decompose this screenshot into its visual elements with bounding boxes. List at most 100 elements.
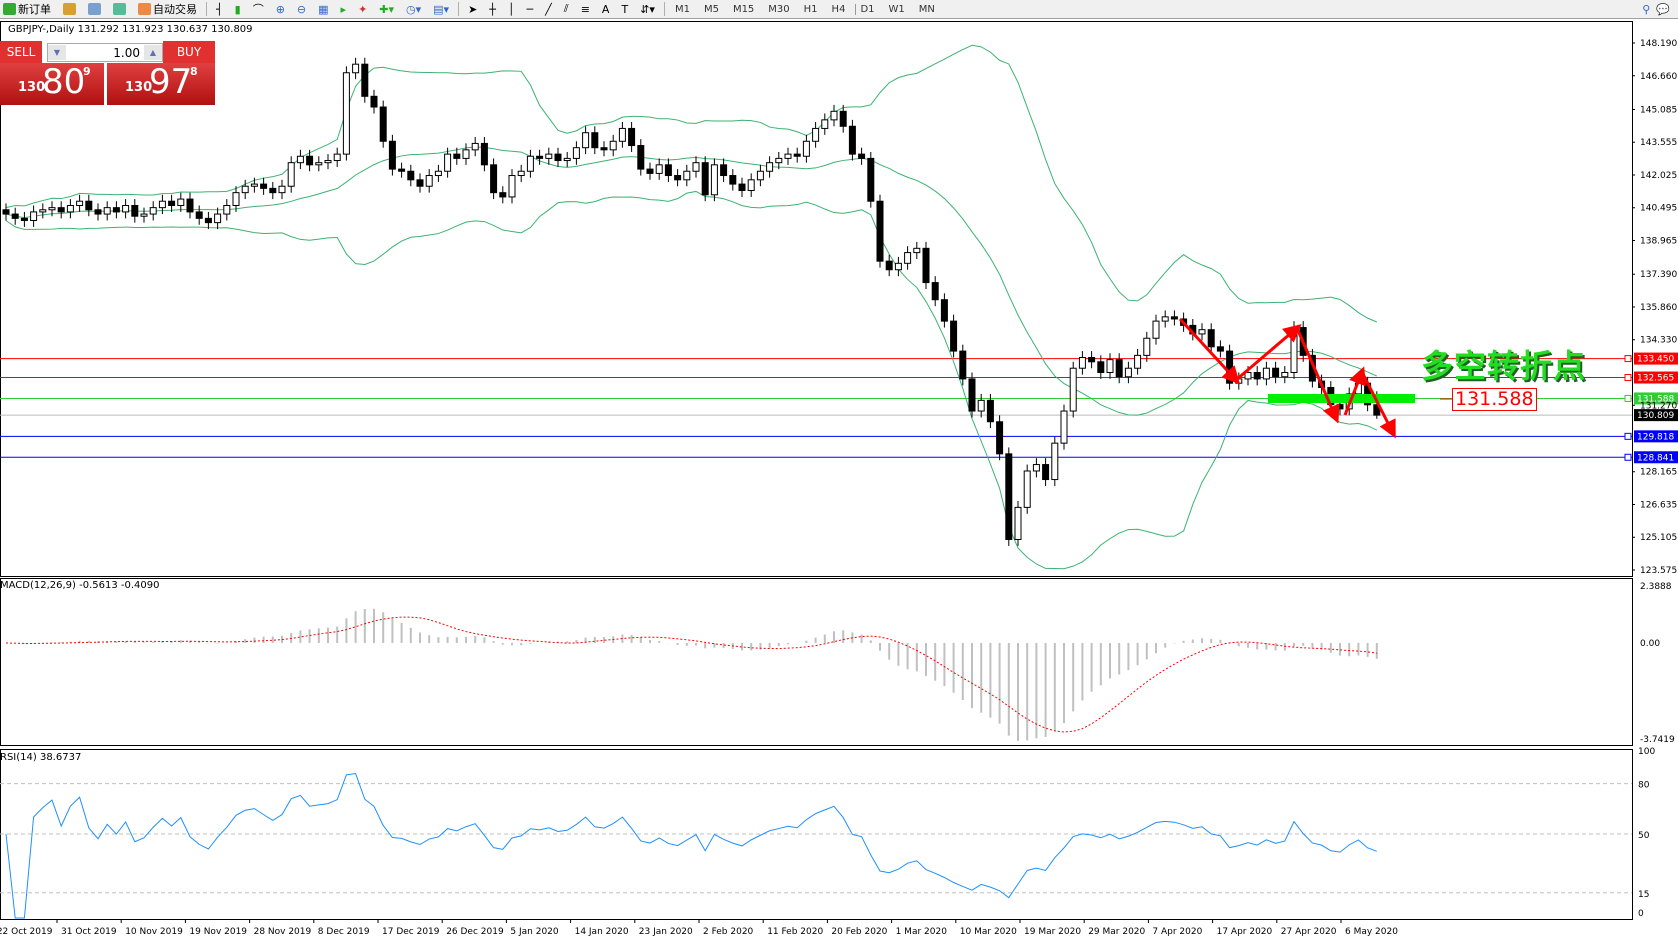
candle	[526, 149, 534, 178]
candle	[269, 181, 277, 200]
candle	[996, 415, 1004, 461]
lot-decrease-icon[interactable]: ▼	[48, 45, 66, 60]
timeframe-mn[interactable]: MN	[918, 3, 935, 15]
date-tick-label: 19 Nov 2019	[189, 927, 247, 937]
candle	[315, 156, 323, 172]
templates-button[interactable]: ▤▾	[430, 1, 452, 17]
candle	[499, 186, 507, 204]
panel-frame-0	[0, 21, 1633, 577]
search-icon[interactable]: ⚲	[1642, 2, 1651, 16]
autoscroll-button[interactable]: ▸	[338, 1, 350, 17]
autoscroll-icon: ▸	[340, 2, 347, 16]
candle	[1134, 348, 1142, 375]
trendline-button[interactable]: ╱	[542, 1, 555, 17]
candle	[352, 57, 360, 80]
vertical-line-icon: │	[507, 2, 515, 16]
buy-button[interactable]: BUY	[163, 41, 215, 63]
candle-body	[664, 164, 672, 177]
level-price-label: 128.841	[1637, 453, 1674, 463]
candle	[692, 156, 700, 178]
channel-button[interactable]: ⫽	[561, 1, 572, 17]
candle	[379, 100, 387, 148]
line-chart-button[interactable]: ⌒	[250, 1, 267, 17]
candle	[1042, 458, 1050, 486]
level-price-tag	[1634, 451, 1678, 464]
candle	[830, 104, 838, 127]
candle-body	[793, 153, 801, 157]
candle-body	[168, 200, 176, 207]
candle	[738, 177, 746, 197]
cursor-icon: ➤	[468, 2, 478, 16]
candle-body	[986, 399, 994, 423]
zoom-out-button[interactable]: ⊖	[294, 1, 309, 17]
candle-body	[1134, 354, 1142, 369]
candle-body	[11, 213, 19, 219]
lot-size-input[interactable]: 1.00	[113, 45, 140, 60]
candle	[710, 158, 718, 202]
candle	[1051, 436, 1059, 486]
timeframe-m15[interactable]: M15	[732, 3, 755, 15]
timeframe-w1[interactable]: W1	[888, 3, 905, 15]
chat-icon[interactable]: 💬	[1656, 2, 1670, 16]
timeframe-h1[interactable]: H1	[803, 3, 818, 15]
candle	[195, 205, 203, 225]
arrows-button[interactable]: ⇵▾	[637, 1, 658, 17]
add-indicator-icon: ✚▾	[379, 2, 395, 16]
date-tick-label: 31 Oct 2019	[61, 927, 117, 937]
candle-body	[480, 142, 488, 166]
level-handle	[1624, 355, 1632, 363]
history-button[interactable]	[60, 1, 79, 17]
date-tick-label: 29 Mar 2020	[1088, 927, 1145, 937]
price-tick-label: 140.495	[1640, 204, 1677, 214]
candle-body	[342, 72, 350, 155]
auto-trading-button[interactable]: 自动交易	[135, 1, 200, 17]
level-price-tag	[1634, 430, 1678, 443]
horizontal-line-button[interactable]: ─	[524, 1, 537, 17]
text-label-button[interactable]: T	[618, 1, 631, 17]
timeframe-m30[interactable]: M30	[768, 3, 790, 15]
crosshair-button[interactable]: ┼	[486, 1, 499, 17]
candle-body	[674, 175, 682, 181]
candle	[490, 158, 498, 200]
vertical-line-button[interactable]: │	[505, 1, 518, 17]
indicators-button[interactable]: ✚▾	[376, 1, 397, 17]
chart-shift-button[interactable]: ✦	[355, 1, 370, 17]
candle	[1226, 344, 1234, 390]
periods-button[interactable]: ◷▾	[403, 1, 424, 17]
timeframe-m5[interactable]: M5	[703, 3, 719, 15]
toolbar-separator	[458, 2, 460, 16]
candle-body	[490, 164, 498, 194]
candle-body	[1336, 404, 1344, 410]
new-order-button[interactable]: 新订单	[0, 1, 54, 17]
candle-body	[444, 153, 452, 172]
candle-body	[931, 282, 939, 301]
lot-size-stepper[interactable]: ▼ 1.00 ▲	[47, 43, 163, 62]
zoom-in-button[interactable]: ⊕	[273, 1, 288, 17]
level-price-tag	[1634, 371, 1678, 384]
cloud-button[interactable]	[85, 1, 104, 17]
candle-body	[324, 160, 332, 164]
candle	[747, 173, 755, 197]
bar-chart-button[interactable]: ┤	[213, 1, 226, 17]
candle-body	[1216, 346, 1224, 352]
candle-body	[1023, 470, 1031, 508]
sell-price[interactable]: 130 80 9	[0, 62, 104, 105]
cursor-button[interactable]: ➤	[465, 1, 480, 17]
timeframe-h4[interactable]: H4	[831, 3, 846, 15]
text-button[interactable]: A	[599, 1, 613, 17]
signal-button[interactable]	[110, 1, 129, 17]
candle-body	[223, 205, 231, 215]
candle-body	[720, 164, 728, 177]
candle-body	[572, 147, 580, 159]
candle-body	[1097, 361, 1105, 373]
timeframe-m1[interactable]: M1	[674, 3, 690, 15]
candle-chart-button[interactable]: ▮	[232, 1, 244, 17]
buy-price[interactable]: 130 97 8	[107, 62, 215, 105]
sell-button[interactable]: SELL	[0, 41, 42, 63]
fibonacci-button[interactable]: ≡	[578, 1, 593, 17]
tile-windows-button[interactable]: ▦	[315, 1, 331, 17]
candle	[1005, 447, 1013, 546]
lot-increase-icon[interactable]: ▲	[144, 45, 162, 60]
timeframe-d1[interactable]: D1	[855, 3, 878, 15]
